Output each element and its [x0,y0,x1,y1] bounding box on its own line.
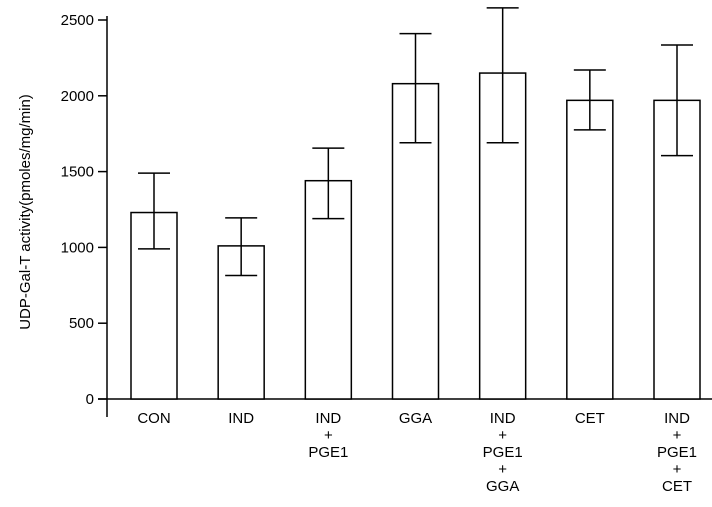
y-tick-label: 1500 [61,164,94,181]
x-category-label: CET [575,410,605,427]
x-category-label: IND + PGE1 + CET [657,410,697,495]
bar [566,99,614,400]
x-category-label: GGA [399,410,432,427]
y-tick-label: 500 [69,315,94,332]
y-tick-label: 1000 [61,239,94,256]
y-tick-label: 2500 [61,12,94,29]
x-category-label: IND + PGE1 [308,410,348,461]
bar [391,82,440,400]
y-axis: 0 500 1000 1500 2000 2500 [61,12,108,417]
y-tick-label: 2000 [61,88,94,105]
y-axis-title: UDP-Gal-T activity(pmoles/mg/min) [17,94,34,330]
category-labels: CON IND IND + PGE1 GGA IND + PGE1 + GGA CET IND + PGE1… [137,410,697,495]
y-tick-label: 0 [86,391,94,408]
x-category-label: CON [137,410,170,427]
x-category-label: IND [228,410,254,427]
x-category-label: IND + PGE1 + GGA [483,410,523,495]
error-bars [138,7,693,277]
